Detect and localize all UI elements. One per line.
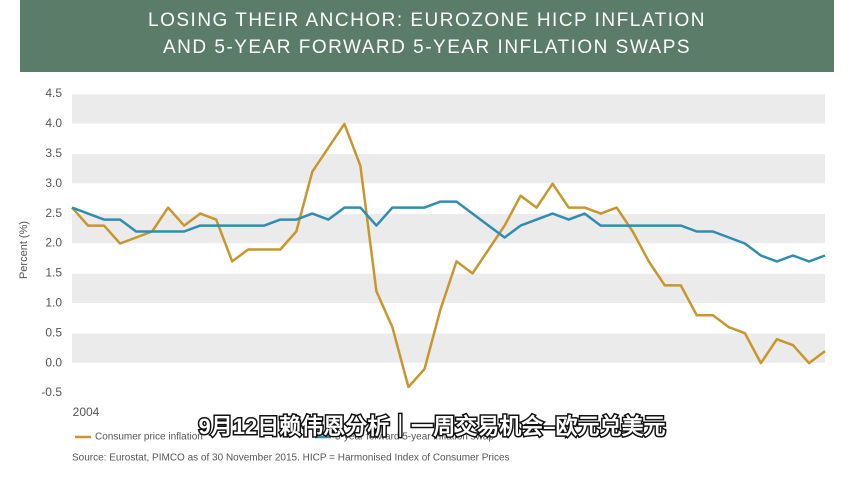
legend-label: Consumer price inflation bbox=[95, 432, 203, 443]
y-tick-label: 4.0 bbox=[45, 116, 62, 130]
y-tick-label: 2.5 bbox=[45, 206, 62, 220]
source-note: Source: Eurostat, PIMCO as of 30 Novembe… bbox=[72, 453, 510, 464]
y-axis-label: Percent (%) bbox=[18, 221, 30, 279]
header-band bbox=[20, 0, 834, 72]
grid-band bbox=[72, 243, 825, 274]
chart-title-line: AND 5-YEAR FORWARD 5-YEAR INFLATION SWAP… bbox=[163, 37, 691, 58]
y-tick-label: 1.5 bbox=[45, 266, 62, 280]
y-tick-label: 3.0 bbox=[45, 176, 62, 190]
y-tick-label: 3.5 bbox=[45, 146, 62, 160]
chart-title-line: LOSING THEIR ANCHOR: EUROZONE HICP INFLA… bbox=[148, 10, 706, 31]
grid-band bbox=[72, 363, 825, 393]
y-tick-label: 1.0 bbox=[45, 295, 62, 309]
y-tick-label: 2.0 bbox=[45, 236, 62, 250]
legend-label: 5-year forward 5-year inflation swap bbox=[335, 432, 494, 443]
y-tick-label: -0.5 bbox=[41, 385, 62, 399]
grid-band bbox=[72, 213, 825, 244]
grid-band bbox=[72, 94, 825, 124]
overlay-caption: 9月12日赖伟恩分析｜一周交易机会–欧元兑美元 bbox=[199, 414, 666, 439]
y-tick-label: 0.0 bbox=[45, 355, 62, 369]
y-tick-label: 0.5 bbox=[45, 325, 62, 339]
grid-band bbox=[72, 333, 825, 364]
grid-band bbox=[72, 123, 825, 154]
grid-band bbox=[72, 153, 825, 184]
y-tick-label: 4.5 bbox=[45, 86, 62, 100]
grid-band bbox=[72, 303, 825, 334]
x-tick-label: 2004 bbox=[73, 405, 100, 419]
plot-area: 4.5 4.0 3.5 3.0 2.5 2.0 1.5 1.0 0.5 0.0 -0.5 2004 Co… bbox=[41, 86, 826, 443]
data-line bbox=[71, 200, 826, 263]
grid-band bbox=[72, 183, 825, 214]
data-line bbox=[71, 122, 826, 389]
